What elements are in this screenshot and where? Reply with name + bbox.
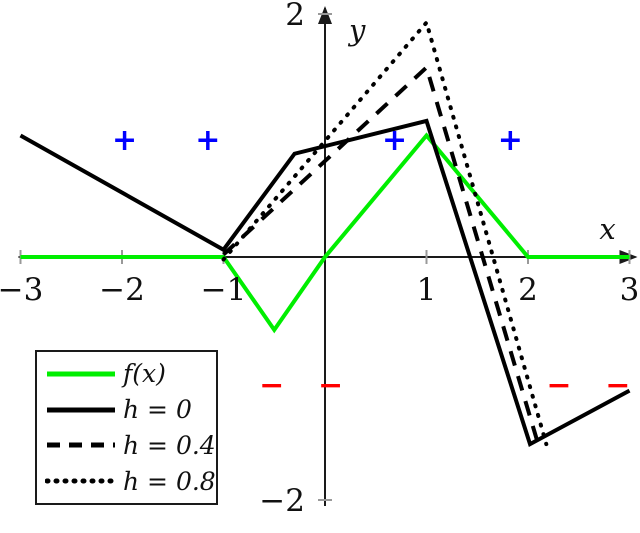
legend-swatch-fx [45, 364, 117, 384]
series-line-1 [19, 118, 631, 448]
x-tick-label: 2 [518, 272, 538, 308]
x-axis-name: x [599, 212, 615, 246]
series-line-3 [221, 18, 549, 447]
legend-swatch-h08 [45, 471, 117, 491]
legend-label-fx: f(x) [123, 359, 166, 389]
y-tick-label: 2 [285, 0, 305, 33]
legend-label-h0: h = 0 [123, 395, 192, 425]
x-tick-label: 3 [620, 272, 640, 308]
plus-sign-marker: + [381, 122, 408, 158]
legend-entry-h08: h = 0.8 [45, 464, 216, 498]
legend-swatch-h0 [45, 400, 117, 420]
legend-label-h04: h = 0.4 [123, 430, 216, 460]
legend-label-h08: h = 0.8 [123, 466, 216, 496]
legend-entry-h0: h = 0 [45, 393, 208, 427]
tick-labels-group: −3 −2 −1 1 2 3 2 −2 x y [0, 0, 639, 519]
legend-entry-h04: h = 0.4 [45, 428, 216, 462]
plus-sign-marker: + [112, 122, 138, 158]
legend-entry-fx: f(x) [45, 357, 208, 391]
y-axis-name: y [347, 13, 366, 47]
x-tick-label: −1 [201, 272, 247, 308]
minus-sign-marker: − [318, 368, 344, 403]
minus-sign-marker: − [605, 368, 631, 403]
series-line-2 [222, 63, 541, 445]
x-tick-label: −3 [0, 272, 43, 308]
plus-sign-marker: + [497, 122, 523, 158]
x-tick-label: −2 [99, 272, 145, 308]
x-tick-label: 1 [417, 272, 437, 308]
plus-sign-marker: + [195, 122, 221, 158]
legend-swatch-h04 [45, 435, 117, 455]
minus-sign-marker: − [259, 368, 285, 403]
series-group [19, 18, 631, 448]
y-tick-label: −2 [259, 483, 305, 519]
minus-sign-marker: − [546, 368, 572, 403]
legend: f(x) h = 0 h = 0.4 h = 0.8 [35, 350, 218, 505]
